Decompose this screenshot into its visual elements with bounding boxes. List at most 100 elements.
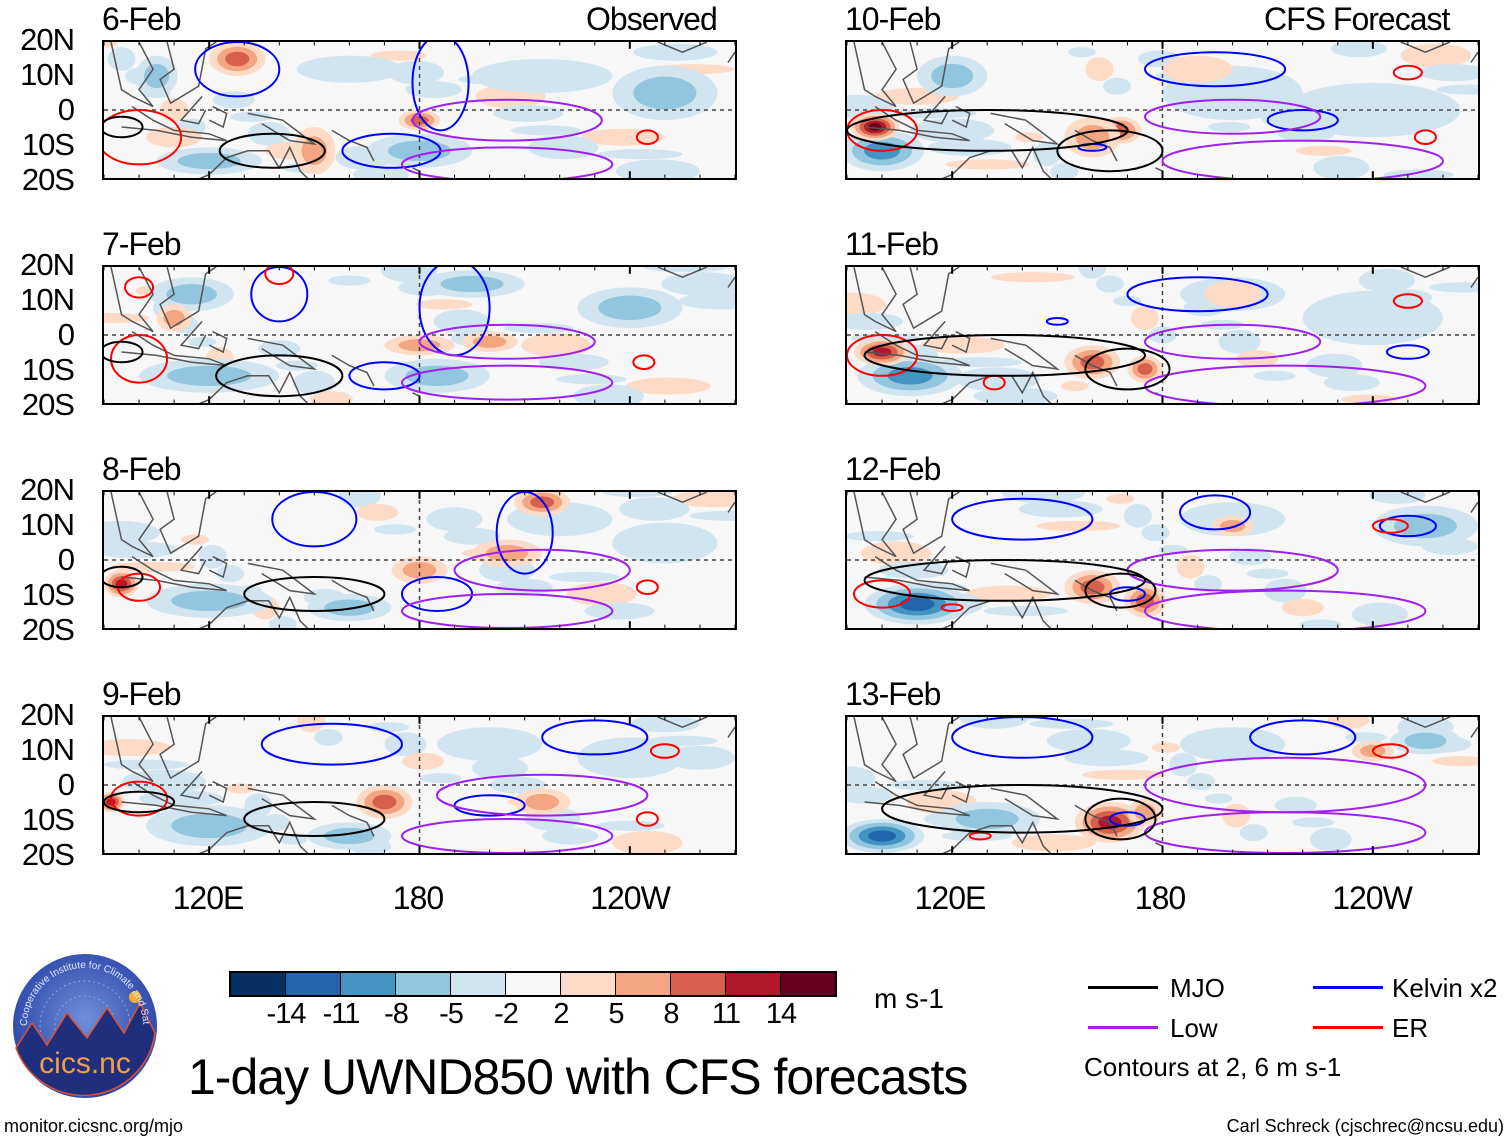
kelvin-contour (952, 499, 1092, 540)
mjo-contour (104, 342, 143, 362)
coastline (111, 267, 153, 332)
x-tick-120w: 120W (1332, 880, 1413, 916)
anomaly-patch (1169, 752, 1198, 777)
anomaly-patch (1113, 295, 1142, 307)
anomaly-patch (847, 786, 893, 804)
anomaly-patch (1176, 554, 1205, 579)
anomaly-patch (230, 111, 273, 122)
colorbar-swatch (726, 973, 781, 995)
anomaly-patch (415, 299, 473, 310)
anomaly-patch (661, 272, 735, 296)
anomaly-patch (626, 377, 711, 395)
coastline (1075, 805, 1117, 836)
coastline (185, 147, 315, 178)
coastline (122, 782, 227, 816)
mjo-contour (847, 110, 1127, 151)
anomaly-blob (437, 727, 543, 762)
colorbar-label: -8 (384, 998, 409, 1030)
anomaly-patch (1253, 370, 1296, 381)
panel-date: 12-Feb (845, 451, 941, 487)
anomaly-blob (1137, 363, 1153, 375)
anomaly-blob (633, 76, 697, 110)
anomaly-patch (601, 492, 672, 498)
er-contour (1373, 744, 1408, 758)
coastline (991, 563, 1058, 594)
map-plot-area (102, 715, 737, 855)
low-contour (1145, 366, 1425, 403)
colorbar (229, 971, 837, 997)
coastline (728, 52, 735, 62)
colorbar-swatch (341, 973, 396, 995)
anomaly-patch (1204, 793, 1233, 804)
coastline (185, 372, 315, 403)
coastline (185, 597, 315, 628)
anomaly-patch (433, 309, 490, 334)
er-contour (125, 277, 153, 297)
legend-kelvin-label: Kelvin x2 (1392, 973, 1498, 1003)
anomaly-blob (1285, 82, 1461, 138)
colorbar-swatch (561, 973, 616, 995)
coastline (1471, 52, 1478, 62)
anomaly-patch (1187, 773, 1216, 791)
anomaly-blob (612, 522, 718, 564)
er-contour (1394, 294, 1422, 308)
low-contour (402, 147, 612, 178)
colorbar-swatch (506, 973, 561, 995)
anomaly-blob (1219, 519, 1246, 533)
coastline (903, 717, 959, 778)
anomaly-patch (1432, 756, 1478, 767)
anomaly-patch (521, 333, 592, 358)
observed-label: Observed (586, 1, 718, 37)
anomaly-patch (1323, 374, 1380, 392)
mjo-contour (104, 117, 143, 137)
coastline (728, 277, 735, 287)
anomaly-blob (177, 152, 241, 170)
coastline (122, 557, 227, 591)
forecast-label: CFS Forecast (1264, 1, 1450, 37)
anomaly-blob (598, 295, 662, 321)
low-contour (1145, 325, 1320, 359)
legend-mjo-line (1088, 986, 1158, 989)
kelvin-contour (349, 362, 419, 389)
anomaly-blob (166, 284, 217, 305)
coastline (248, 788, 315, 819)
map-plot-area (845, 490, 1480, 630)
anomaly-patch (1239, 824, 1268, 842)
anomaly-patch (598, 149, 683, 160)
colorbar-swatch (451, 973, 506, 995)
y-tick-label: 10S (21, 352, 75, 387)
anomaly-patch (615, 159, 700, 178)
anomaly-patch (966, 585, 1051, 603)
anomaly-patch (373, 524, 416, 535)
er-contour (1373, 519, 1408, 533)
kelvin-contour (542, 720, 647, 754)
anomaly-patch (1208, 121, 1251, 133)
y-tick-label: 20N (20, 697, 75, 732)
coastline (854, 717, 896, 782)
anomaly-patch (384, 732, 427, 757)
anomaly-patch (927, 138, 1012, 156)
x-tick-180: 180 (1134, 880, 1186, 916)
er-contour (847, 110, 917, 151)
y-tick-label: 10S (21, 802, 75, 837)
anomaly-patch (419, 773, 462, 784)
mjo-contour (882, 785, 1162, 833)
anomaly-patch (538, 353, 609, 371)
anomaly-patch (1095, 275, 1124, 293)
anomaly-patch (633, 43, 718, 61)
map-plot-area (845, 715, 1480, 855)
anomaly-patch (1299, 619, 1342, 628)
footer-url: monitor.cicsnc.org/mjo (4, 1116, 184, 1136)
anomaly-blob (143, 63, 170, 89)
anomaly-patch (380, 267, 438, 283)
colorbar-unit: m s-1 (874, 983, 944, 1014)
colorbar-label: -14 (266, 998, 307, 1030)
coastline (865, 557, 970, 591)
kelvin-contour (952, 717, 1092, 758)
mjo-contour (220, 134, 325, 168)
anomaly-patch (955, 367, 1040, 392)
mjo-contour (1057, 130, 1162, 171)
anomaly-patch (1246, 568, 1289, 579)
y-tick-label: 10S (21, 577, 75, 612)
low-contour (402, 594, 612, 628)
